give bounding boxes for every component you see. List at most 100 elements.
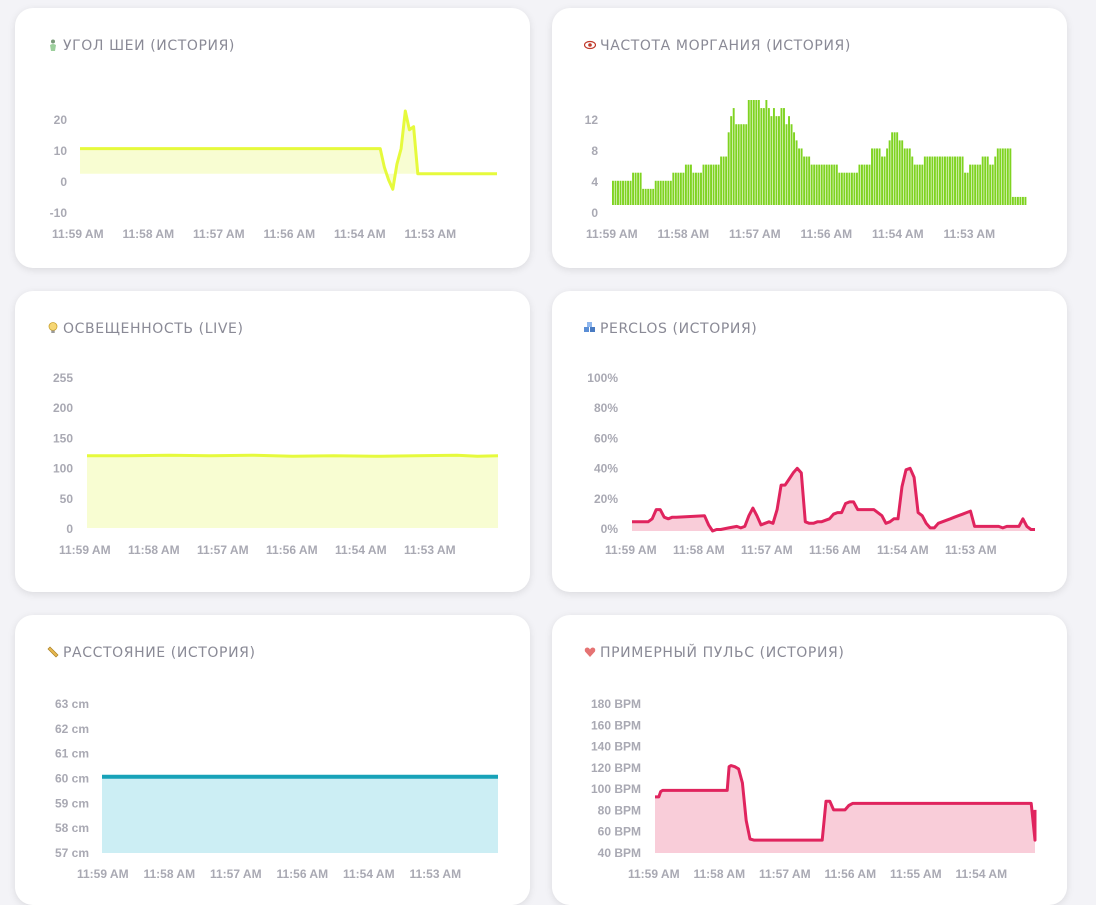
blink-bar — [868, 164, 871, 205]
y-tick-label: 62 cm — [55, 722, 89, 736]
blink-bar — [642, 188, 645, 205]
chart-card-neck-angle: УГОЛ ШЕИ (ИСТОРИЯ) 20 10 0 -10 11:59 AM 11:58… — [15, 8, 530, 268]
y-tick-label: 40% — [594, 462, 618, 476]
y-tick-label: 100 BPM — [591, 782, 641, 796]
blink-bar — [828, 164, 831, 205]
chart-card-blink-rate: ЧАСТОТА МОРГАНИЯ (ИСТОРИЯ) 12 8 4 0 11:59 AM… — [552, 8, 1067, 268]
blink-bar — [848, 172, 851, 205]
y-tick-label: 140 BPM — [591, 740, 641, 754]
blink-bar — [627, 180, 630, 205]
blink-bar — [725, 156, 728, 205]
blink-bar — [740, 124, 743, 205]
blink-bar — [682, 172, 685, 205]
blink-bar — [888, 140, 891, 205]
blink-bar — [697, 172, 700, 205]
x-tick-label: 11:59 AM — [52, 227, 104, 241]
x-tick-label: 11:56 AM — [266, 543, 318, 557]
x-tick-label: 11:53 AM — [410, 867, 462, 881]
y-tick-label: 12 — [585, 113, 599, 127]
distance-chart: 63 cm 62 cm 61 cm 60 cm 59 cm 58 cm 57 cm 11:59… — [55, 697, 498, 881]
blink-bar — [757, 100, 760, 205]
x-tick-label: 11:53 AM — [944, 227, 996, 241]
blink-bar — [1011, 196, 1014, 205]
blink-bar — [674, 172, 677, 205]
y-tick-label: 59 cm — [55, 796, 89, 810]
blink-bar — [876, 148, 879, 205]
y-tick-label: 20 — [54, 113, 68, 127]
blink-bar — [931, 156, 934, 205]
x-tick-label: 11:57 AM — [729, 227, 781, 241]
x-tick-label: 11:54 AM — [872, 227, 924, 241]
blink-bar — [805, 156, 808, 205]
y-tick-label: 60 cm — [55, 772, 89, 786]
card-title-neck-angle: УГОЛ ШЕИ (ИСТОРИЯ) — [63, 38, 235, 54]
y-tick-label: 40 BPM — [598, 846, 641, 860]
y-tick-label: 57 cm — [55, 846, 89, 860]
series-area — [87, 455, 498, 528]
blink-bar — [767, 108, 770, 205]
blink-bar — [689, 164, 692, 205]
y-tick-label: 0 — [60, 175, 67, 189]
x-tick-label: 11:54 AM — [343, 867, 395, 881]
x-tick-label: 11:59 AM — [59, 543, 111, 557]
blink-bar — [808, 156, 811, 205]
blink-bar — [684, 164, 687, 205]
blink-bar — [629, 180, 632, 205]
card-title-blink-rate: ЧАСТОТА МОРГАНИЯ (ИСТОРИЯ) — [600, 38, 851, 54]
y-tick-label: 180 BPM — [591, 697, 641, 711]
blink-bar — [730, 116, 733, 205]
x-tick-label: 11:57 AM — [197, 543, 249, 557]
blink-bar — [949, 156, 951, 205]
blink-bar — [966, 172, 969, 205]
blink-bar — [657, 180, 660, 205]
blink-bar — [1004, 148, 1007, 205]
y-tick-label: -10 — [50, 206, 68, 220]
y-tick-label: 63 cm — [55, 697, 89, 711]
blink-rate-chart: 12 8 4 0 11:59 AM 11:58 AM 11:57 AM 11:56 AM 11:… — [585, 100, 1027, 241]
y-tick-label: 61 cm — [55, 747, 89, 761]
blink-bar — [732, 108, 735, 205]
x-tick-label: 11:56 AM — [801, 227, 853, 241]
blink-bar — [624, 180, 627, 205]
blink-bar — [727, 132, 730, 205]
blink-bar — [707, 164, 710, 205]
blink-bar — [976, 164, 979, 205]
blink-bar — [783, 108, 785, 205]
card-title-perclos: PERCLOS (ИСТОРИЯ) — [600, 321, 758, 337]
blink-bar — [679, 172, 682, 205]
illumination-chart: 255 200 150 100 50 0 11:59 AM 11:58 AM 11:57 AM 1… — [53, 371, 499, 557]
blink-bar — [974, 164, 977, 205]
x-tick-label: 11:59 AM — [628, 867, 680, 881]
blink-bar — [785, 124, 788, 205]
blink-bar — [853, 172, 856, 205]
x-tick-label: 11:53 AM — [404, 543, 456, 557]
y-tick-label: 80 BPM — [598, 803, 641, 817]
blink-bar — [760, 108, 763, 205]
blink-bar — [986, 156, 989, 205]
blink-bar — [933, 156, 936, 205]
blink-bar — [750, 100, 753, 205]
y-tick-label: 255 — [53, 371, 73, 385]
series-area — [632, 468, 1035, 531]
y-tick-label: 0% — [601, 522, 619, 536]
series-line — [87, 453, 499, 458]
blink-bar — [735, 124, 738, 205]
y-tick-label: 58 cm — [55, 821, 89, 835]
series-line — [632, 466, 1035, 533]
x-tick-label: 11:58 AM — [123, 227, 175, 241]
blink-bar — [795, 140, 798, 205]
x-tick-label: 11:58 AM — [694, 867, 746, 881]
blink-bar — [617, 180, 619, 205]
blink-bar — [1014, 196, 1017, 205]
blink-bar — [896, 132, 899, 205]
y-tick-label: 4 — [591, 175, 598, 189]
blink-bar — [692, 172, 695, 205]
card-title-distance: РАССТОЯНИЕ (ИСТОРИЯ) — [63, 645, 256, 661]
blink-bar — [1019, 196, 1022, 205]
blink-bar — [793, 132, 796, 205]
blink-bar — [903, 148, 906, 205]
blocks-icon — [584, 322, 595, 332]
blink-bar — [772, 108, 775, 205]
blink-bar — [820, 164, 823, 205]
blink-bar — [878, 148, 881, 205]
